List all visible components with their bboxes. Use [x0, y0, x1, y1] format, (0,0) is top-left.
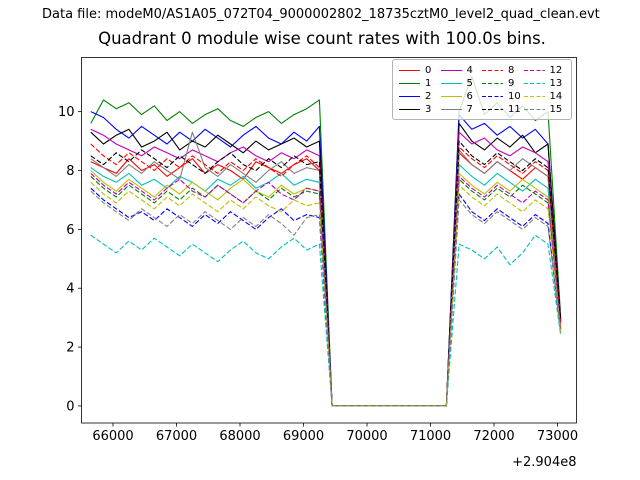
series-line-1 — [90, 75, 562, 407]
legend-entry-3: 3 — [399, 103, 441, 116]
x-tick-label: 71000 — [410, 429, 451, 444]
legend-entry-label: 12 — [549, 64, 563, 76]
legend-line-sample — [523, 69, 545, 72]
legend-entry-12: 12 — [523, 64, 566, 77]
legend-line-sample — [523, 108, 545, 111]
legend-line-sample — [440, 109, 462, 110]
legend-entry-label: 10 — [508, 90, 521, 102]
x-axis-offset-label: +2.904e8 — [512, 455, 576, 470]
legend-entry-9: 9 — [482, 77, 524, 90]
legend-entry-8: 8 — [482, 64, 524, 77]
legend-entry-1: 1 — [399, 77, 441, 90]
legend-box: 0 1 2 3 4 5 6 7 8 9 10 11 12 13 14 15 — [392, 59, 572, 120]
legend-entry-label: 4 — [466, 64, 473, 76]
y-tick-label: 10 — [58, 105, 75, 120]
x-tick-label: 69000 — [283, 429, 324, 444]
legend-entry-label: 15 — [549, 103, 563, 115]
legend-entry-5: 5 — [440, 77, 483, 90]
legend-entry-label: 2 — [425, 90, 432, 102]
legend-entry-0: 0 — [399, 64, 441, 77]
legend-line-sample — [440, 83, 462, 84]
legend-line-sample — [482, 108, 503, 111]
legend-entry-label: 5 — [466, 77, 473, 89]
legend-line-sample — [399, 96, 420, 97]
legend-entry-label: 13 — [549, 77, 563, 89]
legend-line-sample — [440, 96, 462, 97]
legend-entry-15: 15 — [523, 103, 566, 116]
y-tick-label: 2 — [66, 341, 74, 356]
legend-entry-7: 7 — [440, 103, 483, 116]
legend-entry-2: 2 — [399, 90, 441, 103]
series-line-14 — [90, 181, 562, 407]
x-tick-label: 73000 — [537, 429, 578, 444]
legend-entry-label: 1 — [425, 77, 432, 89]
legend-line-sample — [399, 83, 420, 84]
x-tick-label: 68000 — [219, 429, 260, 444]
series-line-9 — [90, 175, 562, 407]
legend-entry-label: 14 — [549, 90, 563, 102]
y-tick-label: 6 — [66, 223, 74, 238]
series-line-2 — [90, 111, 562, 407]
x-tick-label: 67000 — [156, 429, 197, 444]
datafile-annotation: Data file: modeM0/AS1A05_072T04_90000028… — [42, 7, 600, 22]
legend-line-sample — [482, 95, 503, 98]
legend-entry-label: 9 — [508, 77, 515, 89]
legend-entry-label: 3 — [425, 103, 432, 115]
axes-frame — [81, 57, 577, 424]
series-line-3 — [90, 122, 562, 407]
legend-entry-6: 6 — [440, 90, 483, 103]
legend-line-sample — [523, 82, 545, 85]
y-tick-label: 8 — [66, 164, 74, 179]
legend-line-sample — [399, 70, 420, 71]
legend-entry-label: 0 — [425, 64, 432, 76]
series-line-15 — [90, 190, 562, 407]
x-tick-label: 70000 — [346, 429, 387, 444]
legend-entry-13: 13 — [523, 77, 566, 90]
legend-line-sample — [482, 69, 503, 72]
legend-entry-10: 10 — [482, 90, 524, 103]
legend-line-sample — [440, 70, 462, 71]
legend-line-sample — [482, 82, 503, 85]
legend-entry-label: 8 — [508, 64, 515, 76]
legend-line-sample — [523, 95, 545, 98]
series-line-12 — [90, 172, 562, 407]
legend-entry-4: 4 — [440, 64, 483, 77]
legend-entry-11: 11 — [482, 103, 524, 116]
y-tick-label: 0 — [66, 399, 74, 414]
series-line-13 — [90, 234, 562, 407]
legend-entry-label: 7 — [466, 103, 473, 115]
legend-entry-label: 6 — [466, 90, 473, 102]
x-tick-label: 72000 — [473, 429, 514, 444]
x-tick-label: 66000 — [92, 429, 133, 444]
legend-entry-label: 11 — [508, 103, 521, 115]
series-line-11 — [90, 140, 562, 407]
legend-entry-14: 14 — [523, 90, 566, 103]
chart-title: Quadrant 0 module wise count rates with … — [98, 29, 546, 48]
legend-line-sample — [399, 109, 420, 110]
y-tick-label: 4 — [66, 282, 74, 297]
